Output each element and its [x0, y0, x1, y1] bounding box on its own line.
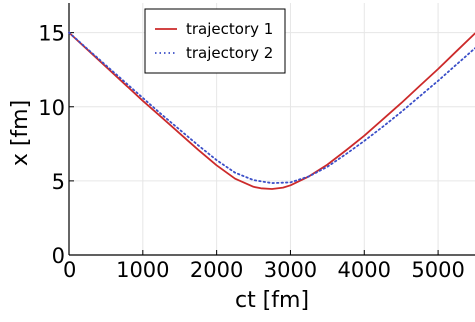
series-lines [68, 31, 475, 190]
y-tick-label-2: 10 [38, 96, 65, 120]
x-tick-label-4: 4000 [338, 258, 391, 282]
legend-label-trajectory-2: trajectory 2 [186, 44, 273, 62]
legend-box [144, 8, 286, 74]
series-line-2 [68, 31, 475, 185]
y-tick-label-1: 5 [52, 170, 65, 194]
y-axis-label: x [fm] [8, 100, 33, 166]
x-tick-label-5: 5000 [411, 258, 464, 282]
y-tick-label-3: 15 [38, 22, 65, 46]
x-tick-label-3: 3000 [264, 258, 317, 282]
x-tick-label-0: 0 [63, 258, 76, 282]
legend: trajectory 1 trajectory 2 [144, 8, 286, 74]
tick-labels: 0 1000 2000 3000 4000 5000 0 5 10 15 [38, 22, 465, 282]
axes [68, 3, 475, 256]
x-tick-label-2: 2000 [190, 258, 243, 282]
x-tick-label-1: 1000 [116, 258, 169, 282]
x-axis-label: ct [fm] [235, 288, 309, 313]
legend-label-trajectory-1: trajectory 1 [186, 20, 273, 38]
series-line-1 [68, 31, 475, 190]
y-tick-label-0: 0 [52, 244, 65, 268]
